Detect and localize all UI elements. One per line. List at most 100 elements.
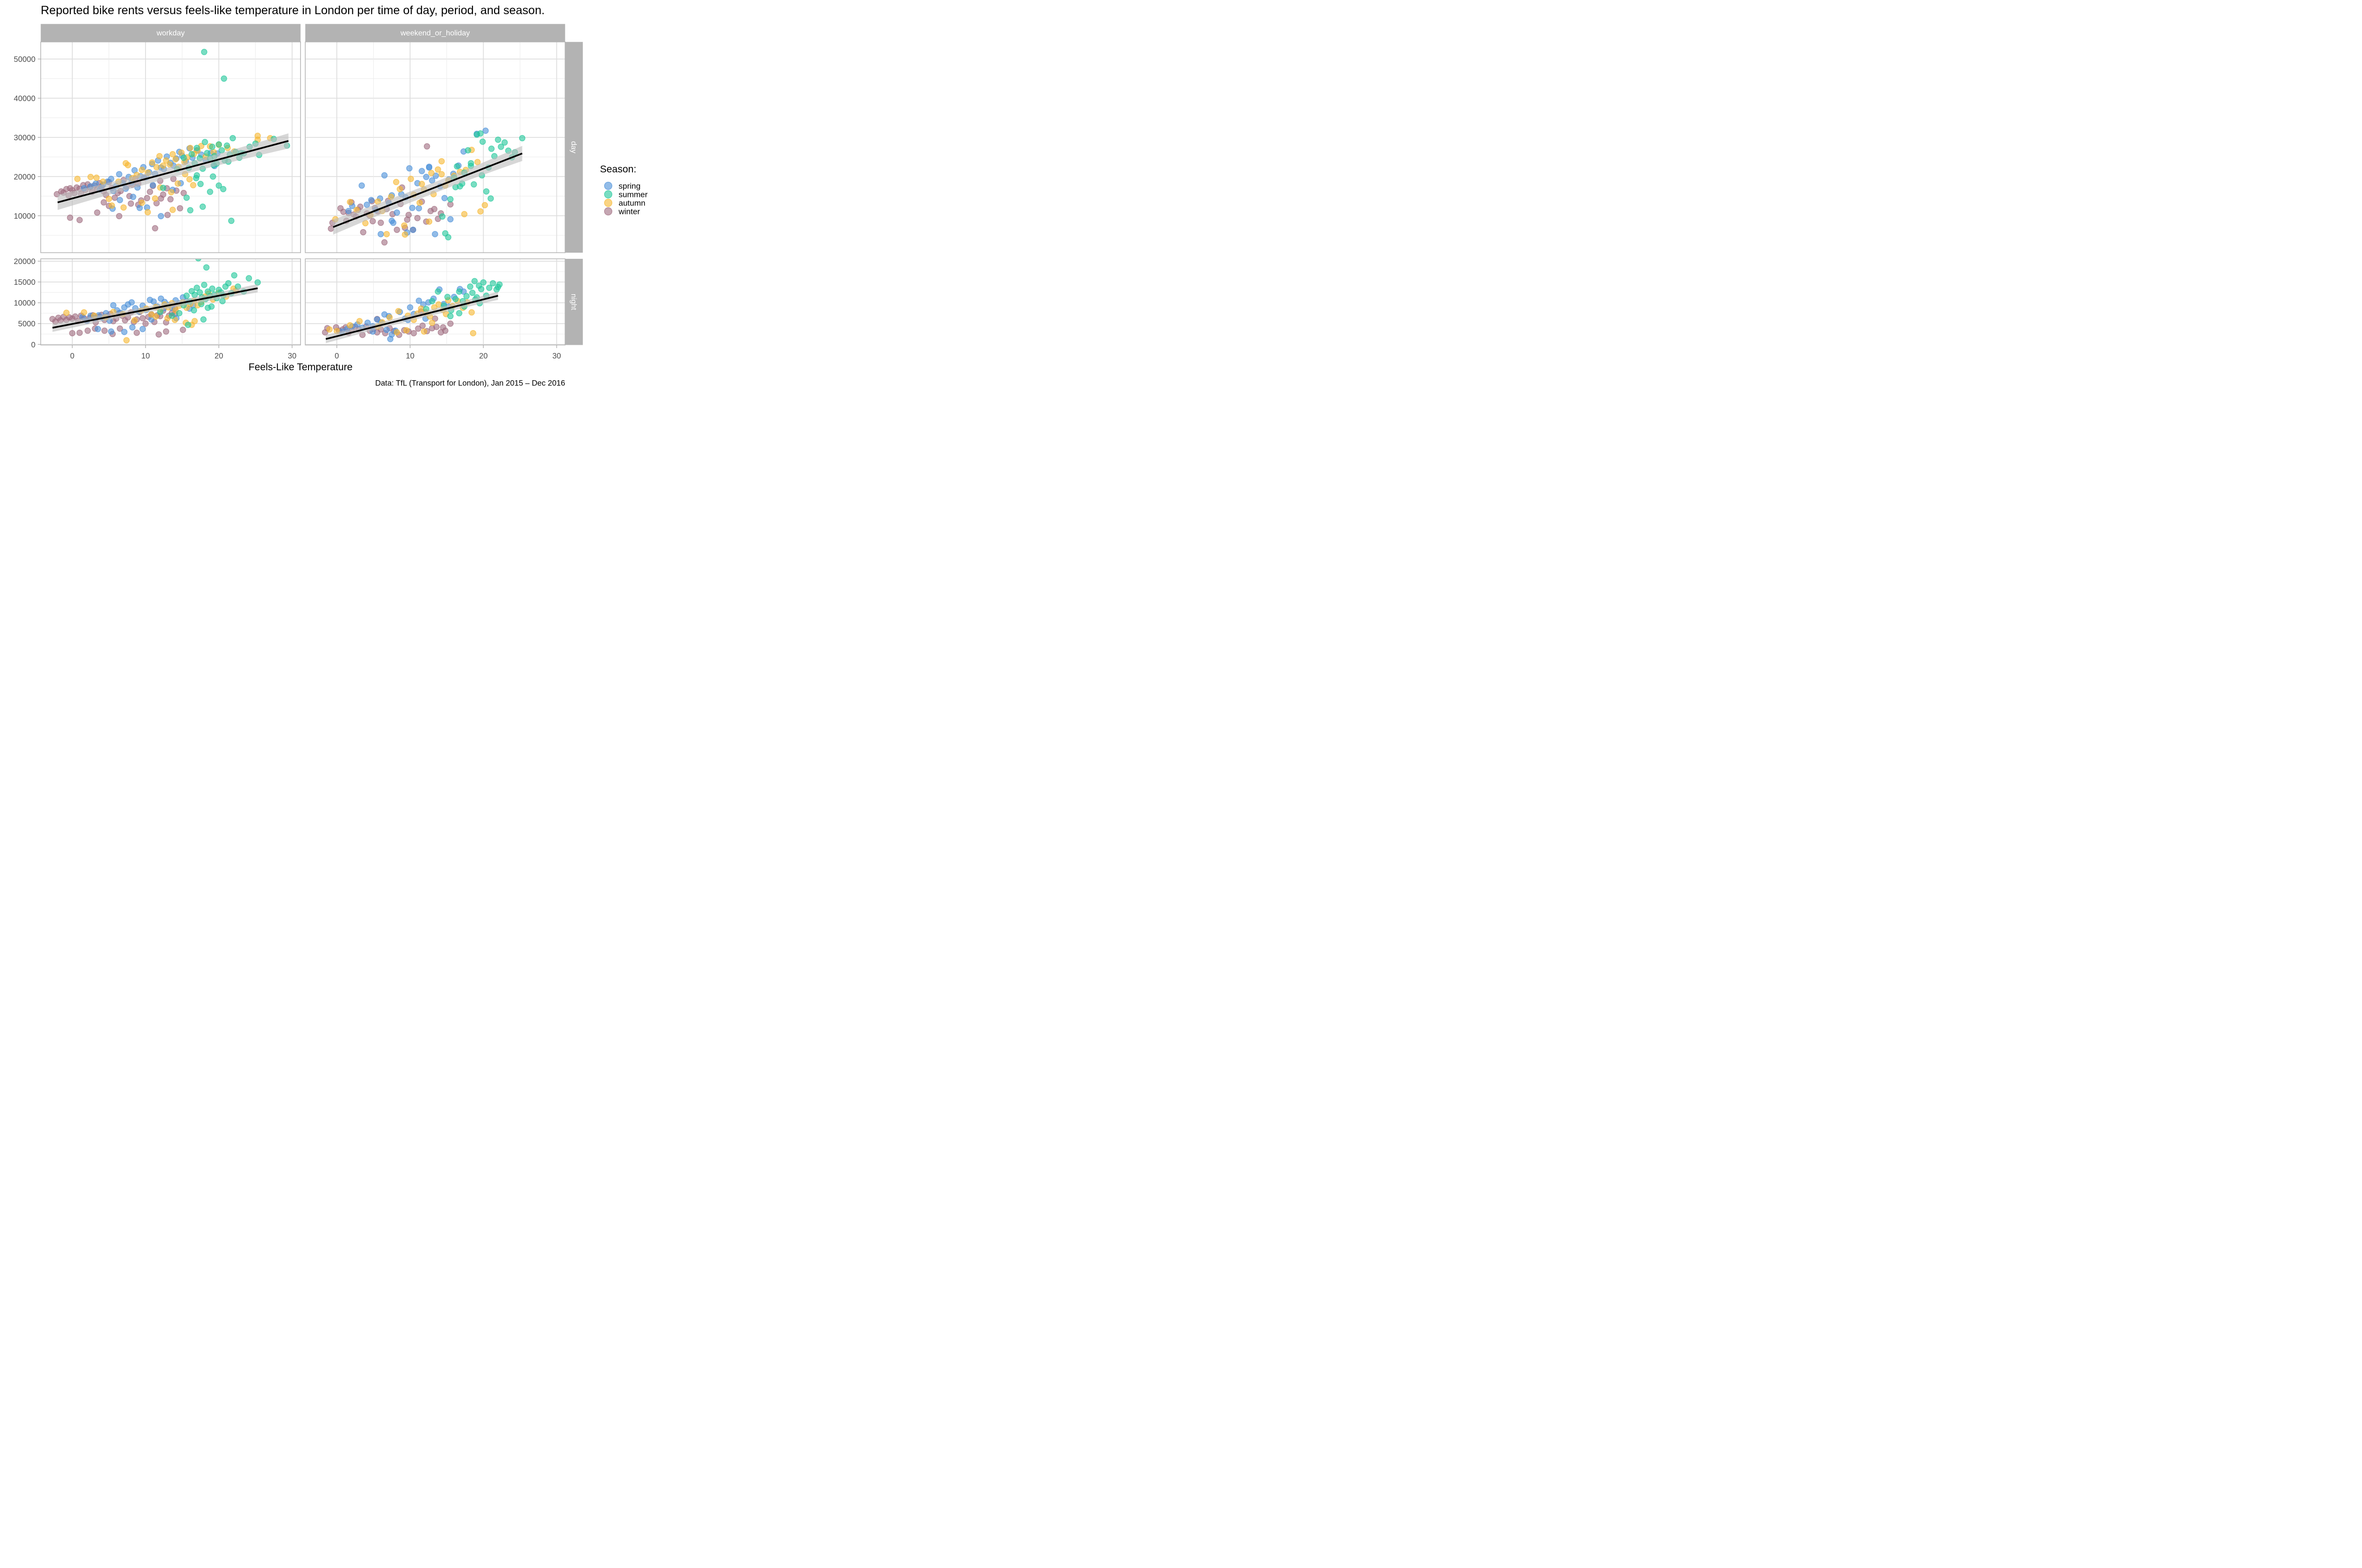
point-winter	[128, 200, 134, 207]
point-summer	[176, 310, 183, 316]
point-summer	[199, 204, 206, 210]
point-winter	[447, 320, 454, 327]
facet-strip-night: night	[565, 259, 583, 345]
trend-line	[325, 295, 498, 340]
point-spring	[150, 182, 156, 188]
panel-border	[40, 42, 301, 253]
point-winter	[180, 326, 186, 333]
point-winter	[117, 325, 123, 332]
point-winter	[76, 217, 83, 223]
point-winter	[144, 195, 150, 202]
point-summer	[221, 75, 227, 82]
point-summer	[447, 196, 454, 203]
point-autumn	[153, 313, 159, 320]
point-autumn	[401, 222, 408, 229]
point-summer	[195, 259, 202, 262]
point-spring	[394, 209, 400, 216]
point-summer	[439, 213, 446, 220]
y-tick-label: 20000	[14, 257, 35, 266]
point-autumn	[435, 301, 442, 308]
point-summer	[471, 278, 478, 284]
point-summer	[463, 293, 470, 299]
x-axis-workday: 0 10 20 30	[70, 345, 297, 360]
facet-strip-weekend-or-holiday: weekend_or_holiday	[305, 24, 565, 42]
legend: Season: spring summer autumn winter	[600, 164, 648, 216]
point-autumn	[408, 176, 414, 182]
point-summer	[452, 296, 459, 302]
point-summer	[207, 188, 214, 195]
point-autumn	[174, 180, 181, 187]
point-summer	[197, 180, 204, 187]
point-autumn	[428, 170, 435, 176]
panel-weekend-or-holiday-night	[305, 258, 565, 346]
point-autumn	[109, 202, 115, 209]
point-summer	[215, 182, 222, 189]
point-spring	[447, 216, 454, 222]
point-autumn	[429, 319, 436, 326]
point-spring	[416, 298, 422, 304]
point-summer	[230, 135, 236, 142]
point-summer	[486, 284, 493, 291]
point-winter	[180, 190, 187, 196]
point-summer	[194, 145, 200, 151]
point-summer	[203, 264, 210, 271]
point-spring	[406, 165, 413, 172]
point-autumn	[125, 162, 131, 169]
point-winter	[142, 320, 149, 327]
point-winter	[431, 206, 437, 213]
point-summer	[201, 281, 207, 288]
point-spring	[108, 328, 114, 335]
point-autumn	[470, 330, 477, 337]
point-summer	[160, 185, 166, 191]
point-summer	[193, 175, 199, 181]
point-spring	[94, 326, 101, 332]
point-winter	[404, 216, 411, 223]
point-autumn	[402, 231, 408, 238]
point-summer	[488, 195, 494, 202]
legend-item-summer: summer	[604, 190, 648, 199]
point-winter	[177, 205, 183, 212]
point-summer	[483, 188, 490, 195]
panel-workday-day	[40, 42, 301, 253]
point-spring	[117, 196, 123, 204]
point-winter	[146, 188, 154, 195]
point-autumn	[169, 151, 176, 158]
point-winter	[139, 315, 146, 322]
point-summer	[220, 186, 227, 192]
point-winter	[94, 209, 101, 216]
x-tick-label: 0	[70, 352, 74, 360]
point-autumn	[326, 326, 333, 333]
point-autumn	[481, 202, 488, 208]
point-summer	[444, 294, 451, 300]
point-summer	[188, 151, 195, 158]
point-winter	[433, 324, 440, 330]
point-spring	[432, 172, 439, 179]
point-summer	[205, 305, 211, 311]
point-autumn	[396, 186, 403, 192]
point-summer	[210, 173, 216, 180]
point-summer	[200, 316, 207, 323]
facet-strip-day: day	[565, 42, 583, 253]
point-spring	[383, 326, 390, 333]
point-autumn	[438, 158, 445, 165]
legend-label: autumn	[619, 199, 646, 208]
legend-swatch	[604, 198, 613, 207]
point-summer	[465, 147, 471, 153]
chart-title: Reported bike rents versus feels-like te…	[41, 4, 545, 17]
trend-line	[57, 140, 289, 204]
point-summer	[190, 307, 197, 314]
point-autumn	[394, 329, 400, 336]
facet-strip-label: day	[570, 141, 578, 153]
point-summer	[246, 275, 252, 281]
point-spring	[387, 336, 394, 342]
x-tick-label: 10	[406, 352, 414, 360]
point-summer	[469, 290, 476, 296]
legend-item-winter: winter	[604, 207, 640, 216]
point-autumn	[81, 309, 87, 316]
point-summer	[204, 150, 211, 156]
point-summer	[209, 144, 215, 150]
point-summer	[447, 313, 454, 319]
point-summer	[456, 310, 462, 316]
point-winter	[327, 225, 334, 232]
point-autumn	[461, 211, 468, 218]
